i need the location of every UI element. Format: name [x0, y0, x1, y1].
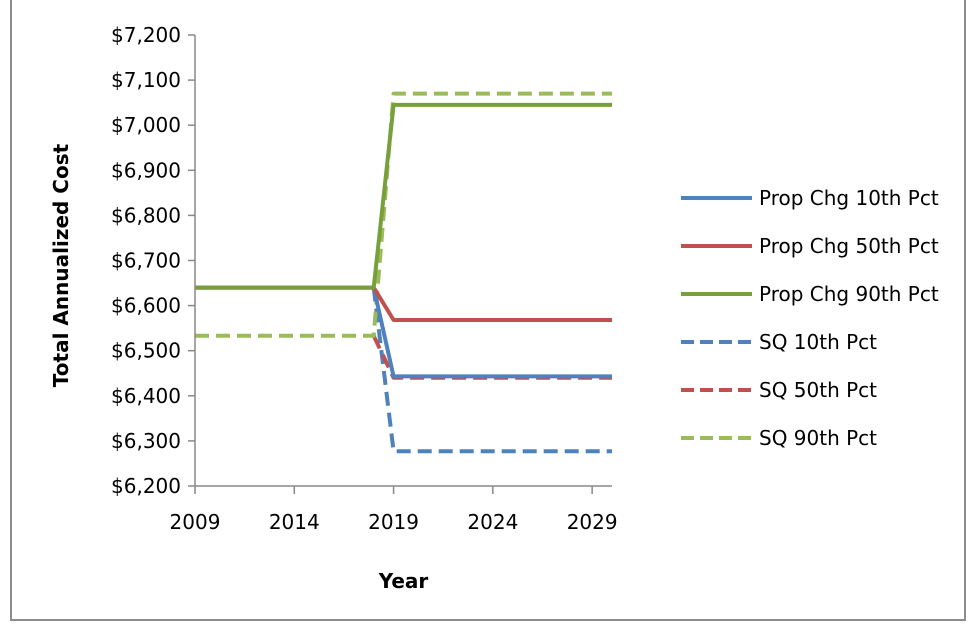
- series-line-prop-chg-90th-pct: [195, 102, 612, 290]
- y-tick-label: $6,400: [111, 384, 181, 408]
- legend: Prop Chg 10th Pct Prop Chg 50th Pct Prop C…: [681, 186, 939, 450]
- x-tick-label: 2014: [269, 510, 320, 534]
- legend-label-sq-10th-pct: SQ 10th Pct: [759, 330, 877, 354]
- series-line-prop-chg-10th-pct: [195, 285, 612, 379]
- legend-label-sq-50th-pct: SQ 50th Pct: [759, 378, 877, 402]
- y-tick-label: $7,200: [111, 23, 181, 47]
- legend-label-prop-chg-10th-pct: Prop Chg 10th Pct: [759, 186, 939, 210]
- legend-label-prop-chg-90th-pct: Prop Chg 90th Pct: [759, 282, 939, 306]
- x-tick-label: 2019: [368, 510, 419, 534]
- legend-label-prop-chg-50th-pct: Prop Chg 50th Pct: [759, 234, 939, 258]
- y-tick-label: $6,300: [111, 429, 181, 453]
- y-tick-label: $7,100: [111, 68, 181, 92]
- series-line-prop-chg-50th-pct: [195, 285, 612, 322]
- x-tick-label: 2009: [170, 510, 221, 534]
- y-tick-label: $6,600: [111, 294, 181, 318]
- y-tick-label: $6,800: [111, 203, 181, 227]
- x-tick-label: 2029: [567, 510, 618, 534]
- legend-label-sq-90th-pct: SQ 90th Pct: [759, 426, 877, 450]
- plot-lines: [195, 91, 612, 454]
- y-tick-label: $7,000: [111, 113, 181, 137]
- series-line-sq-10th-pct: [371, 287, 612, 454]
- chart-frame: [10, 0, 966, 621]
- axes: [194, 35, 612, 487]
- y-axis-ticks: $6,200 $6,300 $6,400 $6,500 $6,600 $6,700 $6,8…: [111, 23, 195, 498]
- y-tick-label: $6,700: [111, 249, 181, 273]
- x-axis-ticks: 2009 2014 2019 2024 2029: [170, 486, 618, 534]
- series-line-sq-50th-pct: [371, 334, 612, 380]
- y-axis-title: Total Annualized Cost: [49, 143, 73, 387]
- y-tick-label: $6,900: [111, 158, 181, 182]
- x-axis-title: Year: [378, 569, 429, 593]
- y-tick-label: $6,500: [111, 339, 181, 363]
- series-line-sq-90th-pct: [195, 91, 612, 338]
- x-tick-label: 2024: [467, 510, 518, 534]
- y-tick-label: $6,200: [111, 474, 181, 498]
